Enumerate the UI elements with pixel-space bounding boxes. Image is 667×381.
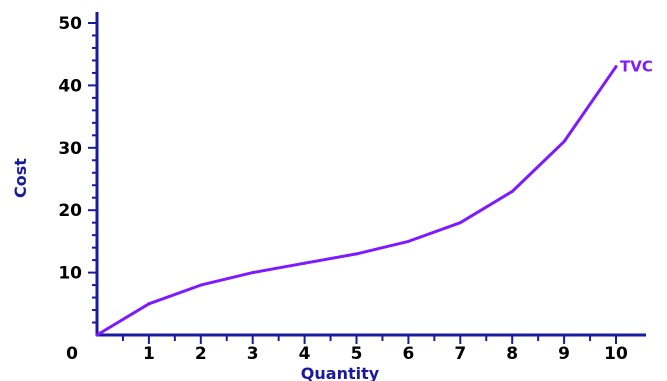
data-point: [562, 140, 566, 144]
data-point: [458, 221, 462, 225]
x-tick-label: 3: [247, 344, 259, 364]
x-tick-label: 4: [299, 344, 311, 364]
data-point: [147, 302, 151, 306]
data-point: [510, 189, 514, 193]
x-tick-label: 1: [143, 344, 155, 364]
series-label: TVC: [620, 58, 653, 76]
axes: [95, 12, 646, 337]
data-point: [355, 252, 358, 256]
y-axis-title: Cost: [11, 158, 30, 198]
x-tick-label: 5: [351, 344, 363, 364]
y-tick-label: 30: [58, 139, 82, 159]
y-tick-label: 50: [58, 14, 82, 34]
x-tick-label: 9: [558, 344, 570, 364]
data-point: [614, 65, 618, 69]
x-tick-label: 10: [604, 344, 628, 364]
data-point: [199, 283, 203, 287]
axis-ticks: [88, 22, 617, 344]
origin-label: 0: [66, 344, 78, 364]
x-axis-title: Quantity: [301, 364, 380, 381]
y-tick-label: 40: [58, 76, 82, 96]
x-tick-label: 6: [402, 344, 414, 364]
data-point: [95, 333, 99, 337]
data-point: [406, 239, 410, 243]
tick-labels: 1 2 3 4 5 6 7 8 9 10 10 20 30 40 50: [58, 14, 628, 364]
data-point: [251, 271, 255, 275]
x-tick-label: 8: [506, 344, 518, 364]
data-point: [303, 261, 307, 265]
series-layer: TVC: [95, 58, 653, 337]
y-tick-label: 20: [58, 201, 82, 221]
x-tick-label: 2: [195, 344, 207, 364]
series-line-tvc: [95, 65, 618, 337]
y-tick-label: 10: [58, 264, 82, 284]
x-tick-label: 7: [454, 344, 466, 364]
